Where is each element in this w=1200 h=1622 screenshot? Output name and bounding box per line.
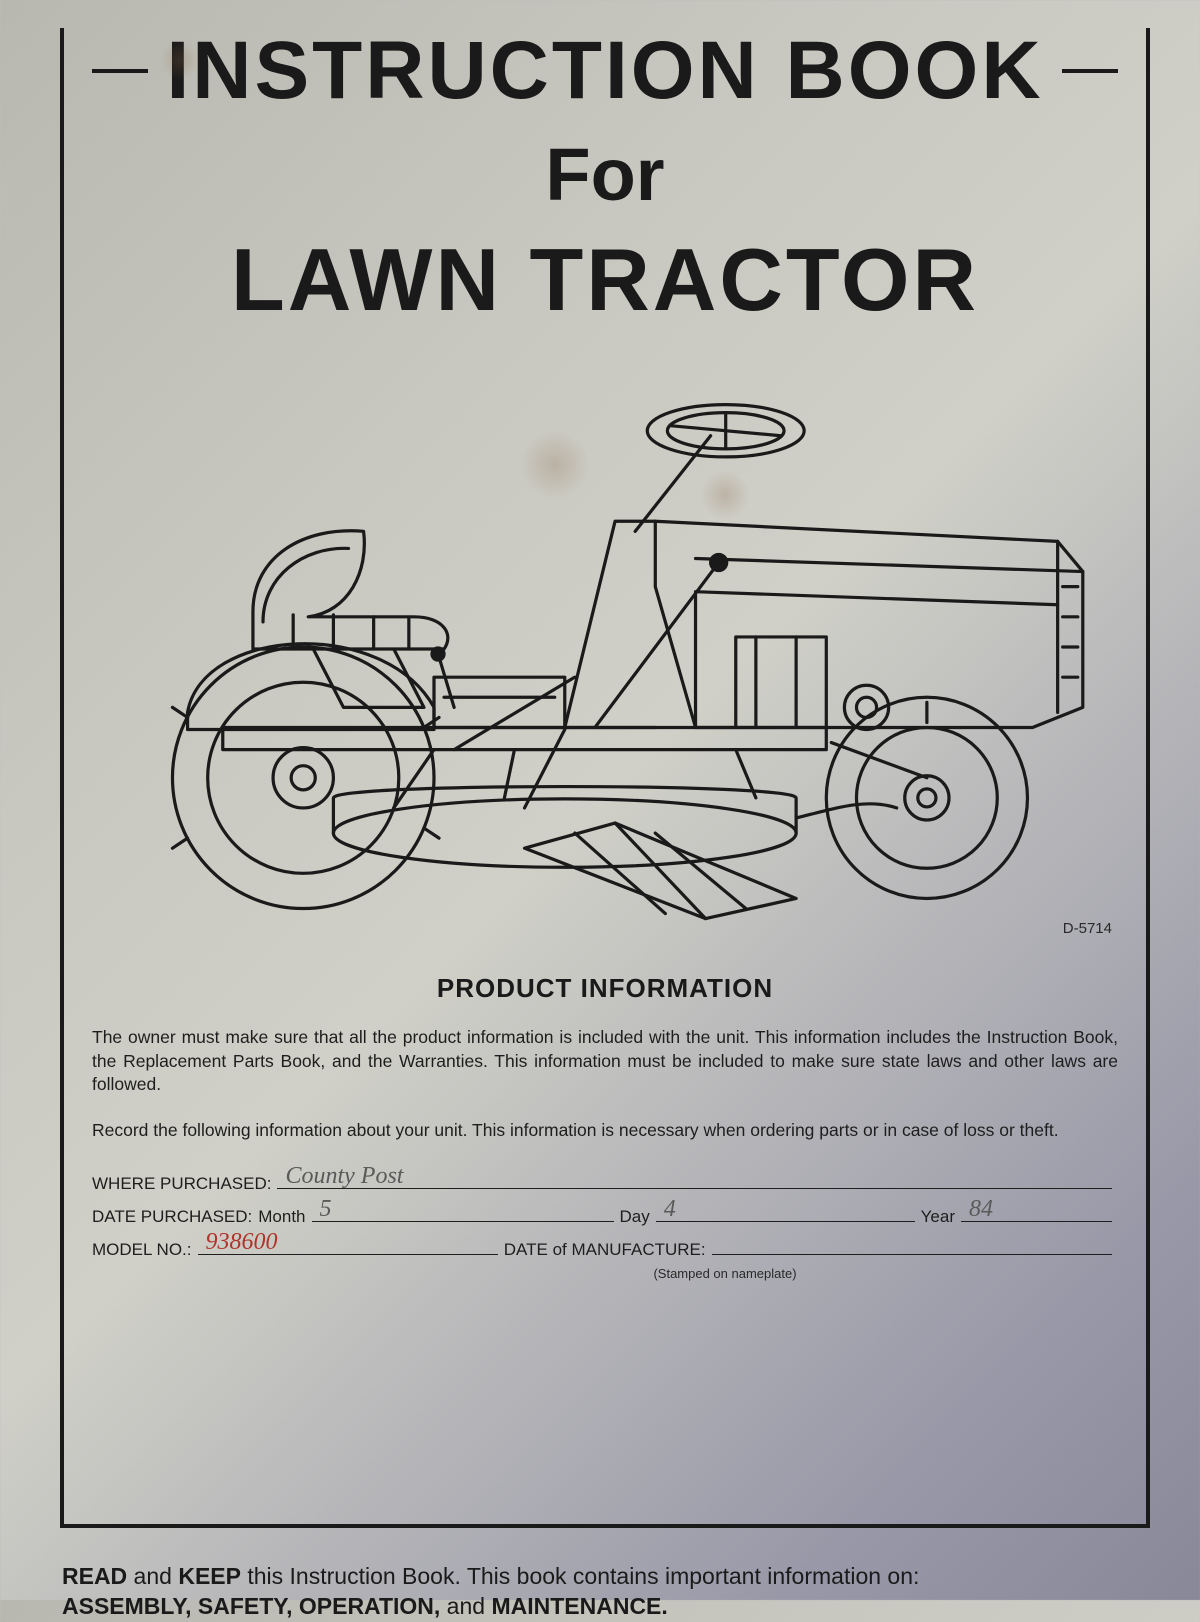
footer-read: READ [62, 1563, 127, 1589]
model-no-label: MODEL NO.: [92, 1240, 192, 1260]
tractor-illustration: D-5714 [92, 367, 1118, 927]
day-label: Day [620, 1207, 650, 1227]
year-label: Year [921, 1207, 955, 1227]
month-field: 5 [312, 1202, 614, 1222]
year-value: 84 [969, 1196, 993, 1223]
title-line3: LAWN TRACTOR [92, 229, 1118, 331]
date-purchased-label: DATE PURCHASED: [92, 1207, 252, 1227]
title-line2: For [92, 132, 1118, 217]
footer-maintenance: MAINTENANCE. [491, 1593, 667, 1619]
where-purchased-label: WHERE PURCHASED: [92, 1174, 271, 1194]
title-line1: INSTRUCTION BOOK [166, 24, 1043, 118]
owner-info-form: WHERE PURCHASED: County Post DATE PURCHA… [92, 1169, 1118, 1281]
product-info-heading: PRODUCT INFORMATION [92, 973, 1118, 1004]
title-rule-right [1062, 69, 1118, 73]
where-purchased-field: County Post [277, 1169, 1112, 1189]
date-manufacture-label: DATE of MANUFACTURE: [504, 1240, 706, 1260]
product-info-paragraph-1: The owner must make sure that all the pr… [92, 1026, 1118, 1097]
date-purchased-row: DATE PURCHASED: Month 5 Day 4 Year 84 [92, 1202, 1118, 1227]
page-frame: INSTRUCTION BOOK For LAWN TRACTOR [60, 28, 1150, 1528]
manual-cover-page: INSTRUCTION BOOK For LAWN TRACTOR [0, 0, 1200, 1600]
title-row: INSTRUCTION BOOK [92, 24, 1118, 118]
tractor-svg [92, 367, 1118, 927]
where-purchased-row: WHERE PURCHASED: County Post [92, 1169, 1118, 1194]
model-no-value: 938600 [206, 1229, 278, 1256]
where-purchased-value: County Post [285, 1163, 403, 1190]
footer-topics: ASSEMBLY, SAFETY, OPERATION, [62, 1593, 440, 1619]
day-field: 4 [656, 1202, 915, 1222]
model-no-field: 938600 [198, 1235, 498, 1255]
product-info-paragraph-2: Record the following information about y… [92, 1119, 1118, 1143]
title-block: INSTRUCTION BOOK For LAWN TRACTOR [92, 24, 1118, 331]
date-manufacture-field [712, 1235, 1112, 1255]
month-label: Month [258, 1207, 305, 1227]
title-rule-left [92, 69, 148, 73]
footer-keep: KEEP [178, 1563, 241, 1589]
nameplate-note: (Stamped on nameplate) [332, 1266, 1118, 1281]
diagram-code: D-5714 [1063, 920, 1112, 937]
footer-notice: READ and KEEP this Instruction Book. Thi… [60, 1562, 1150, 1622]
year-field: 84 [961, 1202, 1112, 1222]
month-value: 5 [320, 1196, 332, 1223]
day-value: 4 [664, 1196, 676, 1223]
model-manufacture-row: MODEL NO.: 938600 DATE of MANUFACTURE: [92, 1235, 1118, 1260]
